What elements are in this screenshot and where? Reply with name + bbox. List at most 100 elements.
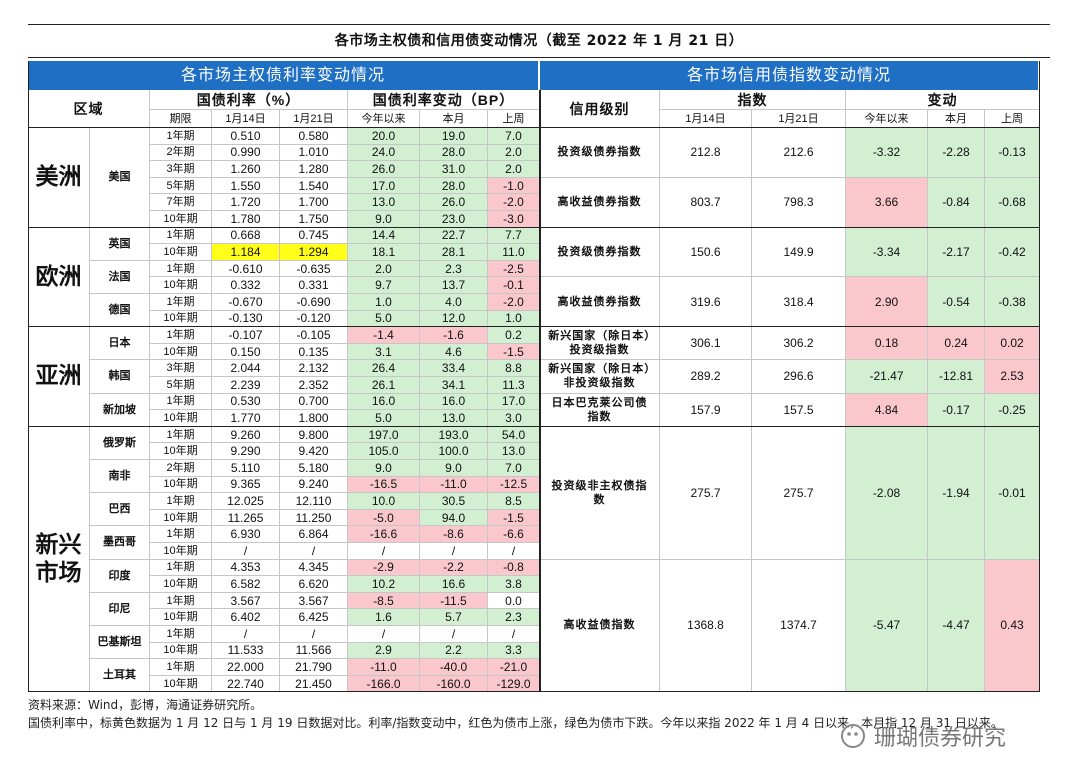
value: 0.745 xyxy=(280,227,348,245)
value: 1.184 xyxy=(212,244,280,261)
term: 10年期 xyxy=(150,211,212,228)
watermark-text: 珊瑚债券研究 xyxy=(874,726,1007,751)
column-header: 信用级别 xyxy=(540,90,660,128)
value: 2.9 xyxy=(348,642,420,660)
value: 2.0 xyxy=(488,161,540,178)
region: 美洲 xyxy=(28,128,90,228)
rule xyxy=(28,226,1040,228)
value: 9.0 xyxy=(348,460,420,477)
value: 23.0 xyxy=(420,211,488,228)
notes: 资料来源：Wind，彭博，海通证券研究所。 国债利率中，标黄色数据为 1 月 1… xyxy=(28,696,1028,732)
value: -0.670 xyxy=(212,294,280,311)
value: 1.294 xyxy=(280,244,348,261)
value: -12.5 xyxy=(488,476,540,494)
credit-grade: 日本巴克莱公司债指数 xyxy=(540,393,660,427)
value: 34.1 xyxy=(420,377,488,394)
value: / xyxy=(488,543,540,560)
value: 33.4 xyxy=(420,360,488,377)
value: 0.510 xyxy=(212,128,280,145)
value: 12.110 xyxy=(280,493,348,510)
term: 10年期 xyxy=(150,410,212,427)
value: / xyxy=(420,543,488,560)
value: -3.32 xyxy=(846,128,928,178)
rule xyxy=(1039,61,1040,693)
note: 资料来源：Wind，彭博，海通证券研究所。 xyxy=(28,698,263,712)
column-header: 1月21日 xyxy=(752,110,846,128)
value: 3.66 xyxy=(846,177,928,228)
term: 2年期 xyxy=(150,144,212,162)
value: 2.0 xyxy=(488,144,540,162)
value: 4.6 xyxy=(420,343,488,361)
value: 9.240 xyxy=(280,476,348,494)
value: 2.2 xyxy=(420,642,488,660)
column-header: 1月21日 xyxy=(280,110,348,128)
value: 0.332 xyxy=(212,277,280,294)
value: / xyxy=(420,626,488,643)
value: 7.0 xyxy=(488,460,540,477)
value: -11.0 xyxy=(348,659,420,676)
value: 149.9 xyxy=(752,227,846,278)
country: 英国 xyxy=(90,227,150,261)
term: 10年期 xyxy=(150,310,212,328)
value: 19.0 xyxy=(420,128,488,145)
value: 1.700 xyxy=(280,194,348,211)
term: 2年期 xyxy=(150,460,212,477)
value: / xyxy=(488,626,540,643)
value: 16.0 xyxy=(420,393,488,411)
value: 318.4 xyxy=(752,277,846,328)
value: 22.7 xyxy=(420,227,488,245)
value: 11.3 xyxy=(488,377,540,394)
value: 13.7 xyxy=(420,277,488,294)
value: -5.47 xyxy=(846,559,928,693)
country: 法国 xyxy=(90,260,150,294)
value: 6.582 xyxy=(212,576,280,593)
value: -160.0 xyxy=(420,675,488,693)
value: 0.0 xyxy=(488,592,540,610)
value: 9.420 xyxy=(280,443,348,460)
value: 4.84 xyxy=(846,393,928,427)
value: 0.668 xyxy=(212,227,280,245)
value: -1.5 xyxy=(488,509,540,527)
value: 289.2 xyxy=(660,360,752,394)
column-header: 上周 xyxy=(985,110,1040,128)
value: 6.864 xyxy=(280,526,348,543)
rule xyxy=(28,326,1040,328)
country: 韩国 xyxy=(90,360,150,394)
value: 26.1 xyxy=(348,377,420,394)
country: 印度 xyxy=(90,559,150,593)
value: -166.0 xyxy=(348,675,420,693)
country: 日本 xyxy=(90,327,150,361)
value: 2.352 xyxy=(280,377,348,394)
value: 24.0 xyxy=(348,144,420,162)
value: -2.2 xyxy=(420,559,488,577)
value: 17.0 xyxy=(488,393,540,411)
credit-grade: 高收益债指数 xyxy=(540,559,660,693)
value: 1.750 xyxy=(280,211,348,228)
value: / xyxy=(348,543,420,560)
value: -16.6 xyxy=(348,526,420,543)
value: 193.0 xyxy=(420,426,488,444)
column-header: 上周 xyxy=(488,110,540,128)
region: 欧洲 xyxy=(28,227,90,328)
value: 12.025 xyxy=(212,493,280,510)
value: 0.18 xyxy=(846,327,928,361)
term: 1年期 xyxy=(150,294,212,311)
value: 5.180 xyxy=(280,460,348,477)
value: 105.0 xyxy=(348,443,420,460)
term: 10年期 xyxy=(150,642,212,660)
value: 11.265 xyxy=(212,509,280,527)
value: -0.25 xyxy=(985,393,1040,427)
section-heading: 各市场信用债指数变动情况 xyxy=(540,61,1040,90)
term: 10年期 xyxy=(150,443,212,460)
value: / xyxy=(212,626,280,643)
value: -11.0 xyxy=(420,476,488,494)
value: 1.780 xyxy=(212,211,280,228)
value: -0.38 xyxy=(985,277,1040,328)
watermark: 珊瑚债券研究 xyxy=(840,720,1006,752)
country: 土耳其 xyxy=(90,659,150,693)
value: 0.700 xyxy=(280,393,348,411)
value: -2.5 xyxy=(488,260,540,278)
value: 10.2 xyxy=(348,576,420,593)
value: 21.790 xyxy=(280,659,348,676)
value: 0.990 xyxy=(212,144,280,162)
